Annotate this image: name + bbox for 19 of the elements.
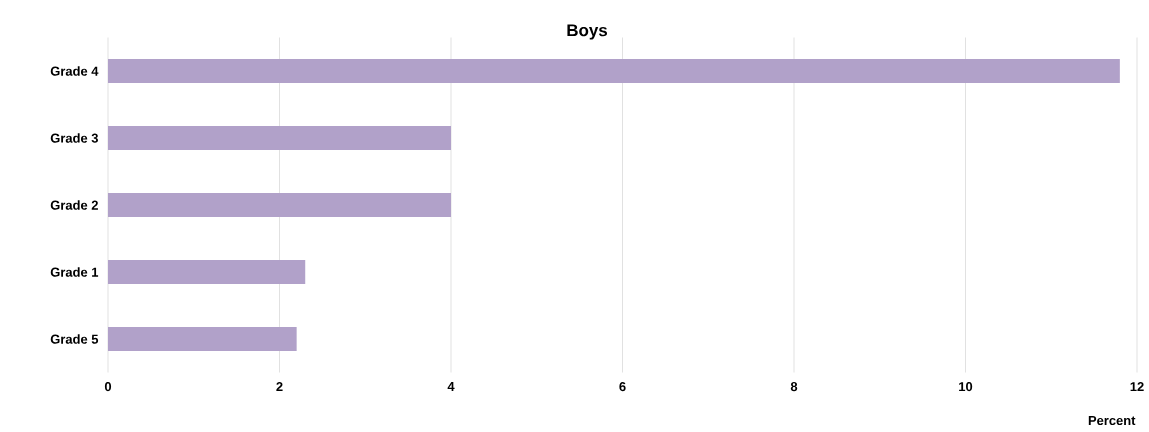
chart-title: Boys — [567, 24, 608, 40]
x-tick-label: 6 — [619, 382, 626, 392]
bar — [108, 59, 1120, 83]
y-tick-label: Grade 1 — [50, 267, 99, 277]
bar — [108, 260, 306, 284]
y-tick-label: Grade 5 — [50, 334, 99, 344]
x-tick-label: 8 — [790, 382, 798, 392]
y-tick-label: Grade 2 — [50, 200, 98, 210]
x-tick-label: 2 — [276, 382, 283, 392]
bar — [108, 126, 451, 150]
x-tick-label: 0 — [104, 382, 112, 392]
bar — [108, 193, 451, 217]
x-axis-title: Percent — [1088, 416, 1136, 426]
y-tick-label: Grade 3 — [50, 133, 98, 143]
x-tick-label: 10 — [959, 382, 973, 392]
bar — [108, 327, 297, 351]
x-tick-label: 12 — [1130, 382, 1144, 392]
x-tick-label: 4 — [447, 382, 455, 391]
y-tick-label: Grade 4 — [50, 66, 99, 76]
